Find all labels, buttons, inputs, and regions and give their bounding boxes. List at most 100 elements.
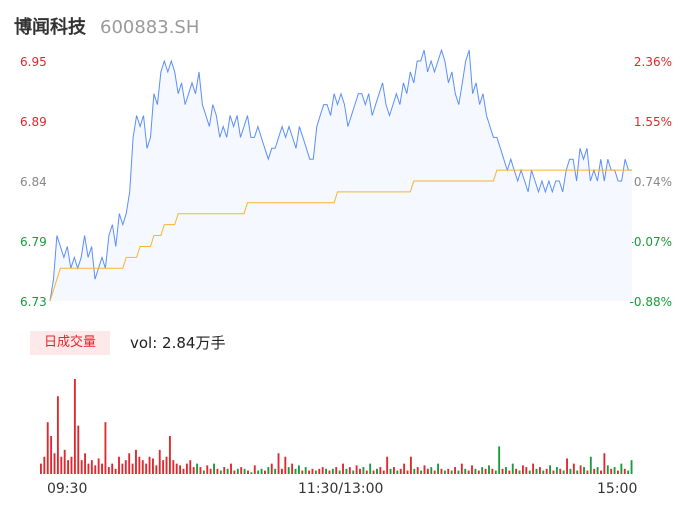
volume-bar [457,470,460,474]
volume-bar [596,467,599,474]
volume-bar [240,467,243,474]
volume-bar [576,470,579,474]
volume-bar [287,467,290,474]
volume-bar [471,465,473,474]
volume-bar [521,465,524,474]
volume-bar [152,458,154,474]
volume-bar [90,460,93,474]
x-tick-midday: 11:30/13:00 [298,481,384,497]
volume-bar [260,468,263,474]
volume-bar [348,467,351,474]
volume-bar [491,468,494,474]
volume-bar [138,456,141,474]
volume-badge: 日成交量 [30,331,110,355]
y-tick-right-1: 1.55% [633,115,672,129]
volume-bar [304,467,307,474]
volume-bar [610,468,613,474]
volume-bar [121,463,124,474]
volume-bar [314,470,317,474]
volume-bar [572,463,575,474]
volume-bar [443,470,446,474]
volume-bar [583,467,585,474]
volume-bar [437,463,439,474]
volume-bar [247,470,249,474]
volume-bar [179,465,182,474]
y-tick-right-3: -0.07% [629,235,672,249]
volume-bar [464,468,467,474]
volume-bar [196,463,199,474]
volume-bar [50,436,53,474]
volume-bar [406,470,409,474]
volume-bar [535,468,538,474]
volume-bar [525,467,528,474]
volume-bar [301,470,304,474]
volume-bar [579,465,582,474]
volume-bar [291,463,294,474]
volume-bar [545,468,548,474]
volume-bar [250,472,253,474]
volume-bar [46,422,49,474]
volume-bar [335,467,338,474]
volume-bar [389,468,392,474]
y-tick-left-0: 6.95 [20,55,47,69]
volume-bar [481,467,484,474]
volume-bar [73,379,76,474]
volume-bar [209,468,212,474]
volume-bar [569,468,572,474]
volume-bar [433,470,436,474]
volume-bar [342,463,344,474]
volume-bar [386,456,389,474]
volume-bar [345,468,348,474]
volume-bar [447,468,450,474]
volume-bar [369,463,372,474]
volume-bar [223,467,226,474]
volume-bar [226,468,229,474]
volume-bar [325,468,327,474]
price-area [50,50,632,301]
volume-bar [101,463,103,474]
volume-bar [267,467,270,474]
volume-bar [280,468,283,474]
volume-bar [213,463,215,474]
volume-bar [311,468,314,474]
volume-bar [63,449,66,474]
volume-bar [440,468,443,474]
volume-bar [219,470,222,474]
volume-bar [172,460,175,474]
volume-bar [549,465,552,474]
volume-bar [379,467,382,474]
volume-bar [216,468,219,474]
volume-bar [118,456,120,474]
y-tick-right-4: -0.88% [629,295,672,309]
volume-bar [362,467,365,474]
volume-label: vol: 2.84万手 [130,334,226,352]
volume-bar [538,467,541,474]
volume-bar [104,422,107,474]
volume-bar [420,470,423,474]
volume-bar [454,467,456,474]
volume-bar [600,470,602,474]
volume-bar [413,468,416,474]
volume-bar [423,465,426,474]
volume-bar [528,470,531,474]
volume-bar [56,396,59,474]
volume-bar [124,460,127,474]
volume-bar [274,468,277,474]
volume-bar [243,468,246,474]
volume-bar [589,456,592,474]
volume-bar [382,470,385,474]
volume-bar [270,463,273,474]
volume-bar [623,468,626,474]
volume-bar [145,463,148,474]
volume-bar [586,470,589,474]
volume-bar [277,453,280,474]
volume-bar [505,467,507,474]
volume-bar [141,460,144,474]
volume-bar [515,468,518,474]
volume-bar [165,456,168,474]
volume-bar [518,470,521,474]
y-tick-left-3: 6.79 [20,235,47,249]
volume-bar [620,463,623,474]
volume-bar [202,470,205,474]
